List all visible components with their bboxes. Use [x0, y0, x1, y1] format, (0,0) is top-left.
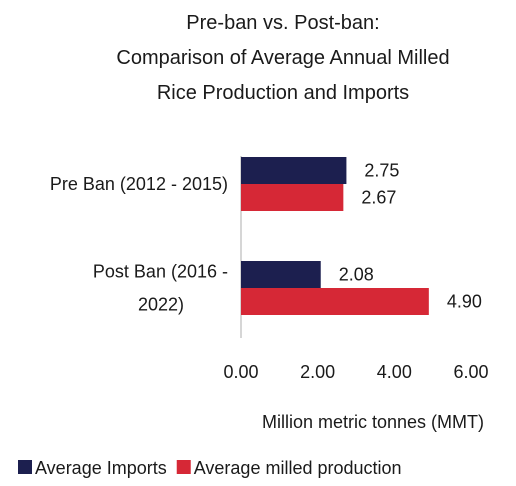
x-tick-label: 0.00: [223, 362, 258, 382]
x-axis-ticks: 0.00 2.00 4.00 6.00: [223, 362, 488, 382]
data-label: 2.67: [361, 188, 396, 208]
bar: [241, 261, 321, 288]
x-axis-label: Million metric tonnes (MMT): [262, 412, 484, 432]
category-labels: Pre Ban (2012 - 2015) Post Ban (2016 - 202…: [50, 174, 228, 315]
category-label: Post Ban (2016 -: [93, 262, 228, 282]
chart-title-line: Rice Production and Imports: [157, 82, 409, 104]
legend-swatch: [176, 460, 191, 474]
data-labels: 2.75 2.67 2.08 4.90: [339, 161, 482, 312]
data-label: 2.08: [339, 265, 374, 285]
bar: [241, 157, 347, 184]
chart-title: Pre-ban vs. Post-ban: Comparison of Avera…: [116, 12, 449, 104]
category-label: 2022): [138, 295, 184, 315]
legend-label: Average milled production: [194, 458, 402, 478]
data-label: 2.75: [364, 161, 399, 181]
chart-title-line: Pre-ban vs. Post-ban:: [186, 12, 379, 34]
legend-label: Average Imports: [35, 458, 167, 478]
bars: [241, 157, 429, 315]
x-tick-label: 2.00: [300, 362, 335, 382]
legend: Average Imports Average milled production: [18, 458, 402, 478]
category-label: Pre Ban (2012 - 2015): [50, 174, 228, 194]
bar: [241, 184, 344, 211]
legend-swatch: [18, 460, 32, 474]
x-tick-label: 6.00: [453, 362, 488, 382]
x-tick-label: 4.00: [377, 362, 412, 382]
chart-title-line: Comparison of Average Annual Milled: [116, 47, 449, 69]
data-label: 4.90: [447, 292, 482, 312]
bar: [241, 288, 429, 315]
